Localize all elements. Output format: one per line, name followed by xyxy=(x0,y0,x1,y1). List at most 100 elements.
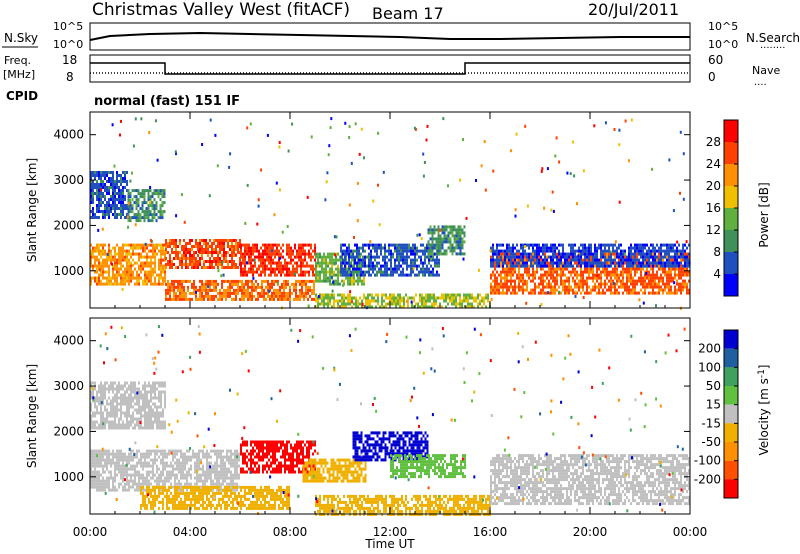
power-cell xyxy=(288,273,290,277)
power-cell xyxy=(608,258,610,262)
power-cell xyxy=(384,270,386,274)
power-cell xyxy=(110,249,112,253)
power-cell xyxy=(558,252,560,256)
power-cell xyxy=(492,261,494,265)
power-cell xyxy=(388,249,390,253)
power-cell xyxy=(267,279,269,283)
power-cell xyxy=(323,255,325,259)
power-cell xyxy=(327,276,329,280)
power-cell xyxy=(96,198,98,201)
velocity-cell xyxy=(128,420,130,424)
power-cell xyxy=(203,294,205,298)
power-cell xyxy=(142,261,144,265)
power-cell xyxy=(282,255,284,259)
power-cell xyxy=(584,246,586,250)
power-cell xyxy=(429,246,432,250)
power-cell xyxy=(364,261,366,265)
power-cell xyxy=(596,246,598,250)
power-cell xyxy=(246,270,248,274)
power-cell xyxy=(245,291,247,295)
power-cell xyxy=(128,282,130,286)
power-cell xyxy=(546,291,548,295)
power-cell xyxy=(160,249,162,253)
power-cell xyxy=(512,249,514,253)
velocity-cell xyxy=(108,420,110,424)
power-cell xyxy=(288,246,290,250)
power-cell xyxy=(467,293,469,297)
power-cell xyxy=(586,252,588,256)
velocity-cell xyxy=(90,417,92,421)
power-cell xyxy=(620,270,622,274)
power-cell xyxy=(240,264,242,268)
power-cell xyxy=(404,261,406,265)
power-cell xyxy=(113,164,116,168)
power-cell xyxy=(110,186,112,189)
power-cell xyxy=(554,279,556,283)
power-cell xyxy=(398,264,400,268)
power-cell xyxy=(94,171,96,174)
power-cell xyxy=(532,255,534,259)
power-cell xyxy=(630,276,632,280)
power-cell xyxy=(234,253,237,257)
power-cell xyxy=(159,192,162,196)
power-cell xyxy=(112,282,114,286)
power-cell xyxy=(431,228,434,232)
power-cell xyxy=(342,270,344,274)
power-cell xyxy=(96,192,98,195)
power-cell xyxy=(321,258,323,262)
velocity-cell xyxy=(128,411,130,415)
power-cell xyxy=(329,282,331,286)
power-cell xyxy=(425,302,427,306)
power-cell xyxy=(201,294,203,298)
power-cell xyxy=(209,263,211,266)
power-cell xyxy=(453,234,456,238)
power-cell xyxy=(229,294,231,298)
power-cell xyxy=(630,264,632,268)
power-cell xyxy=(162,258,164,262)
power-cell xyxy=(648,255,650,259)
power-cell xyxy=(496,261,498,265)
power-cell xyxy=(610,255,612,259)
power-cell xyxy=(164,279,166,283)
power-cell xyxy=(292,264,294,268)
power-cell xyxy=(570,252,572,256)
power-cell xyxy=(640,243,642,247)
power-cell xyxy=(179,288,181,292)
power-cell xyxy=(461,299,463,303)
power-cell xyxy=(124,279,126,283)
power-cell xyxy=(233,251,235,254)
power-cell xyxy=(398,261,400,265)
velocity-cell xyxy=(146,393,148,397)
power-cell xyxy=(574,285,576,289)
power-cell xyxy=(359,276,361,280)
power-cell xyxy=(203,266,205,269)
power-cell xyxy=(255,288,257,292)
power-cell xyxy=(148,255,150,259)
power-cell xyxy=(120,216,122,219)
power-cell xyxy=(510,273,512,277)
power-cell xyxy=(173,294,175,298)
power-cell xyxy=(353,282,355,286)
power-cell xyxy=(122,189,124,192)
power-cell xyxy=(126,180,128,183)
power-cell xyxy=(223,245,225,248)
power-cell xyxy=(248,258,250,262)
power-cell xyxy=(554,261,556,265)
power-cell xyxy=(300,255,302,259)
power-cell xyxy=(368,267,370,271)
power-cell xyxy=(395,299,397,303)
power-cell xyxy=(321,264,323,268)
power-cell xyxy=(624,267,626,271)
power-cell xyxy=(251,297,253,301)
power-cell xyxy=(323,296,325,300)
power-cell xyxy=(514,208,517,212)
power-cell xyxy=(237,248,239,251)
power-cell xyxy=(414,261,416,265)
power-cell xyxy=(306,261,308,265)
power-cell xyxy=(242,267,244,271)
power-cell xyxy=(356,252,358,256)
power-cell xyxy=(445,228,448,232)
power-cell xyxy=(566,267,568,271)
power-cell xyxy=(404,258,406,262)
power-cell xyxy=(626,288,628,292)
